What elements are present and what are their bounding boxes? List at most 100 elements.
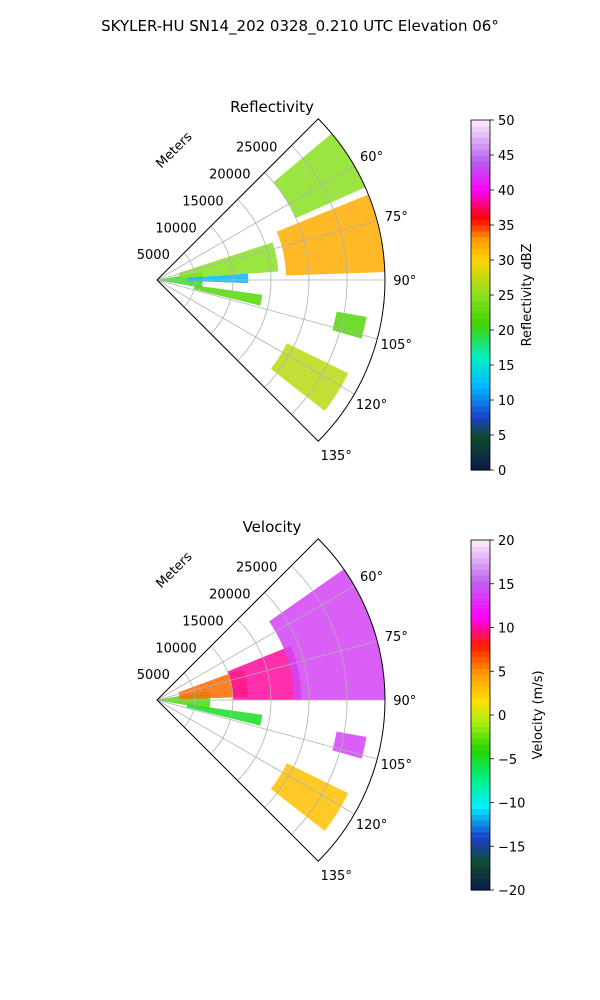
colorbar-band <box>471 726 490 734</box>
colorbar-band <box>471 744 490 751</box>
colorbar-band <box>471 860 490 868</box>
colorbar-band <box>471 295 490 302</box>
colorbar-band <box>471 755 490 763</box>
colorbar-band <box>471 843 490 850</box>
colorbar-tick-label: 50 <box>498 114 515 129</box>
reflectivity-colorbar: Reflectivity dBZ 0 5 10 15 20 25 30 35 40 45 50 <box>470 114 535 479</box>
theta-tick-label: 135° <box>321 449 352 464</box>
colorbar-tick-label: −5 <box>498 753 517 768</box>
azimuth-gridline <box>156 279 355 395</box>
colorbar-band <box>471 802 490 809</box>
colorbar-tick-label: 5 <box>498 429 506 444</box>
colorbar-band <box>471 365 490 372</box>
colorbar-band <box>471 172 490 179</box>
colorbar-band <box>471 429 490 436</box>
colorbar-band <box>471 773 490 780</box>
colorbar-band <box>471 790 490 798</box>
colorbar-band <box>471 767 490 774</box>
colorbar-band <box>471 580 490 588</box>
colorbar-band <box>471 312 490 319</box>
colorbar-tick-label: 30 <box>498 254 515 269</box>
colorbar-band <box>471 855 490 862</box>
theta-tick-label: 90° <box>393 274 416 289</box>
theta-tick-label: 90° <box>393 694 416 709</box>
azimuth-gridline <box>156 699 355 815</box>
r-tick-label: 5000 <box>137 668 170 683</box>
echo-region <box>227 645 302 700</box>
colorbar-band <box>471 435 490 442</box>
colorbar-band <box>471 289 490 296</box>
colorbar-band <box>471 650 490 658</box>
colorbar-band <box>471 557 490 564</box>
colorbar-band <box>471 569 490 576</box>
colorbar-band <box>471 306 490 314</box>
colorbar-band <box>471 540 490 547</box>
velocity-colorbar: Velocity (m/s) −20 −15 −10 −5 0 5 10 15 20 <box>470 534 546 899</box>
velocity-title: Velocity <box>243 518 302 536</box>
r-tick-label: 15000 <box>182 194 223 209</box>
velocity-colorbar-label: Velocity (m/s) <box>531 670 546 759</box>
echo-region <box>178 242 279 279</box>
figure-suptitle: SKYLER-HU SN14_202 0328_0.210 UTC Elevat… <box>101 17 499 36</box>
colorbar-band <box>471 685 490 693</box>
colorbar-tick-label: −15 <box>498 840 525 855</box>
colorbar-band <box>471 831 490 839</box>
colorbar-band <box>471 300 490 308</box>
echo-region <box>270 763 349 832</box>
reflectivity-title: Reflectivity <box>230 98 314 116</box>
colorbar-band <box>471 715 490 722</box>
colorbar-band <box>471 866 490 874</box>
colorbar-tick-label: 10 <box>498 622 515 637</box>
colorbar-band <box>471 131 490 139</box>
colorbar-band <box>471 610 490 617</box>
colorbar-band <box>471 446 490 454</box>
theta-tick-label: 105° <box>381 758 412 773</box>
colorbar-band <box>471 230 490 238</box>
colorbar-band <box>471 225 490 232</box>
colorbar-band <box>471 575 490 582</box>
azimuth-gridline <box>156 220 378 281</box>
colorbar-band <box>471 656 490 664</box>
colorbar-band <box>471 621 490 629</box>
echo-layer <box>157 569 385 832</box>
colorbar-band <box>471 825 490 833</box>
colorbar-band <box>471 440 490 448</box>
r-tick-label: 10000 <box>155 641 196 656</box>
colorbar-band <box>471 137 490 144</box>
theta-tick-label: 135° <box>321 869 352 884</box>
colorbar-band <box>471 709 490 716</box>
azimuth-gridline <box>156 585 355 701</box>
colorbar-band <box>471 878 490 885</box>
colorbar-tick-label: −20 <box>498 884 525 899</box>
colorbar-band <box>471 254 490 261</box>
reflectivity-r-axis-label: Meters <box>154 129 196 171</box>
colorbar-band <box>471 184 490 191</box>
colorbar-band <box>471 376 490 384</box>
colorbar-band <box>471 545 490 553</box>
colorbar-band <box>471 697 490 704</box>
echo-region <box>273 133 366 219</box>
reflectivity-panel: Reflectivity Meters 5000 10000 15000 20000 2… <box>137 98 417 464</box>
theta-tick-label: 75° <box>385 630 408 645</box>
r-tick-label: 15000 <box>182 614 223 629</box>
velocity-r-axis-label: Meters <box>154 549 196 591</box>
colorbar-band <box>471 703 490 710</box>
colorbar-band <box>471 411 490 419</box>
colorbar-band <box>471 592 490 599</box>
colorbar-band <box>471 464 490 471</box>
colorbar-band <box>471 779 490 786</box>
theta-tick-label: 75° <box>385 210 408 225</box>
colorbar-band <box>471 178 490 185</box>
azimuth-gridline <box>156 165 355 281</box>
colorbar-band <box>471 330 490 337</box>
colorbar-band <box>471 207 490 214</box>
colorbar-band <box>471 213 490 220</box>
colorbar-band <box>471 551 490 559</box>
colorbar-band <box>471 837 490 844</box>
colorbar-band <box>471 271 490 279</box>
colorbar-band <box>471 604 490 611</box>
colorbar-band <box>471 236 490 244</box>
colorbar-band <box>471 370 490 378</box>
azimuth-gridline <box>156 699 378 760</box>
